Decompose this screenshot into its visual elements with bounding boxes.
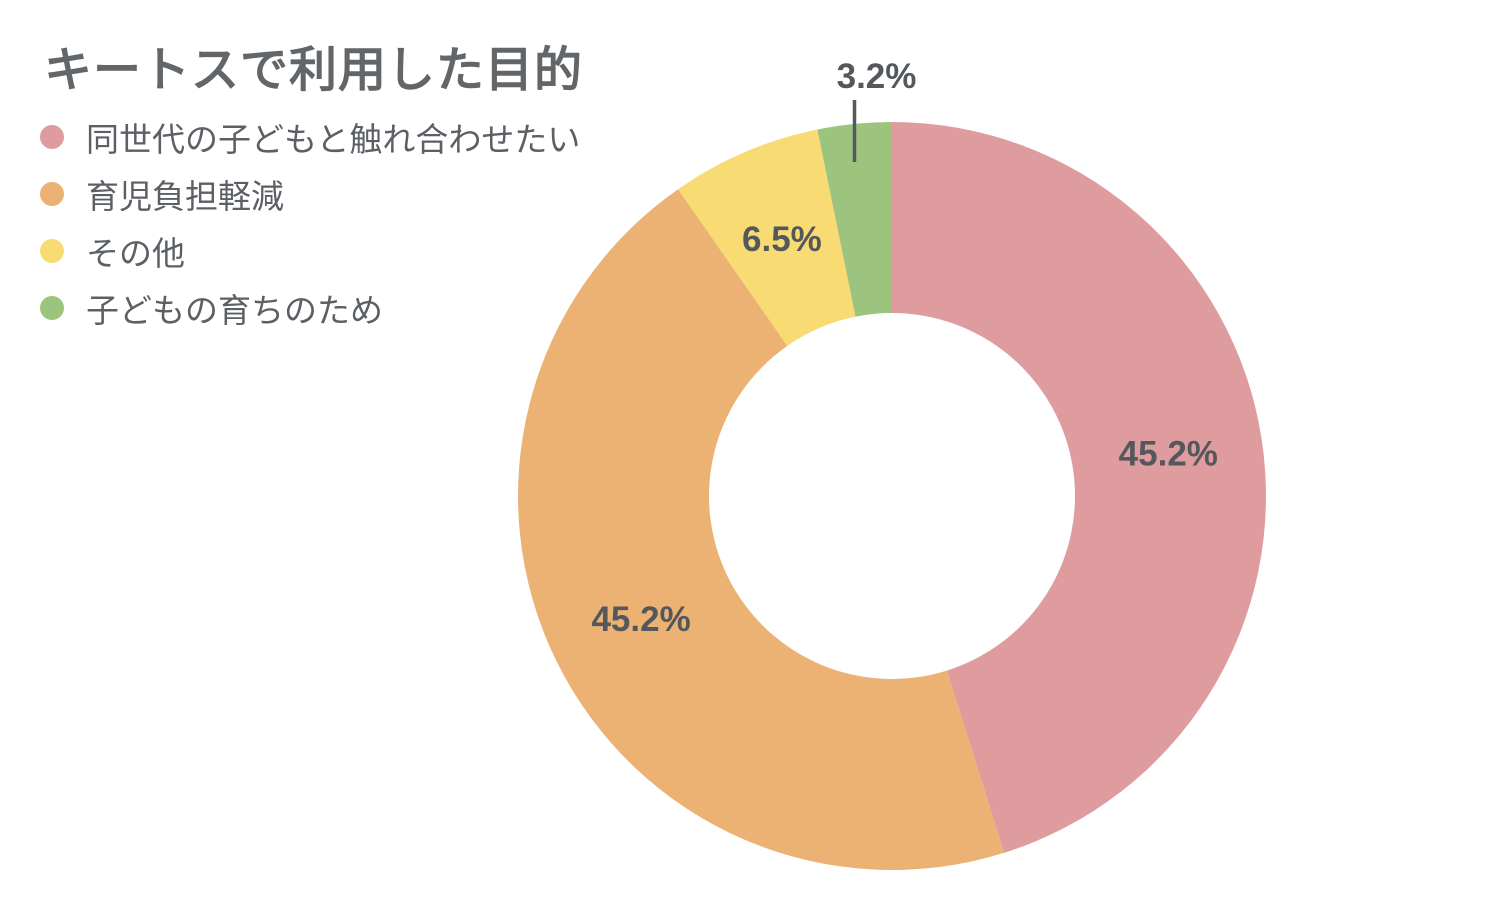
legend-item: 子どもの育ちのため <box>40 291 580 329</box>
slice-value-label: 45.2% <box>591 600 690 639</box>
legend-item-label: 同世代の子どもと触れ合わせたい <box>86 121 581 158</box>
legend-item-label: 育児負担軽減 <box>86 178 284 215</box>
slice-value-label: 45.2% <box>1119 435 1218 474</box>
legend-swatch-icon <box>40 239 64 263</box>
slice-value-label: 3.2% <box>837 57 917 96</box>
legend-item: その他 <box>40 234 580 272</box>
chart-legend: 同世代の子どもと触れ合わせたい 育児負担軽減 その他子どもの育ちのため <box>40 120 580 348</box>
legend-item-label: その他 <box>86 235 185 272</box>
legend-item: 同世代の子どもと触れ合わせたい <box>40 120 580 158</box>
donut-slice <box>518 189 1005 870</box>
legend-item: 育児負担軽減 <box>40 177 580 215</box>
chart-title: キートスで利用した目的 <box>44 44 584 97</box>
slice-value-label: 6.5% <box>742 220 822 259</box>
legend-swatch-icon <box>40 125 64 149</box>
legend-swatch-icon <box>40 182 64 206</box>
legend-swatch-icon <box>40 296 64 320</box>
legend-item-label: 子どもの育ちのため <box>86 292 383 329</box>
donut-slice <box>892 122 1266 853</box>
donut-slice <box>678 129 856 346</box>
donut-slice <box>817 122 892 317</box>
